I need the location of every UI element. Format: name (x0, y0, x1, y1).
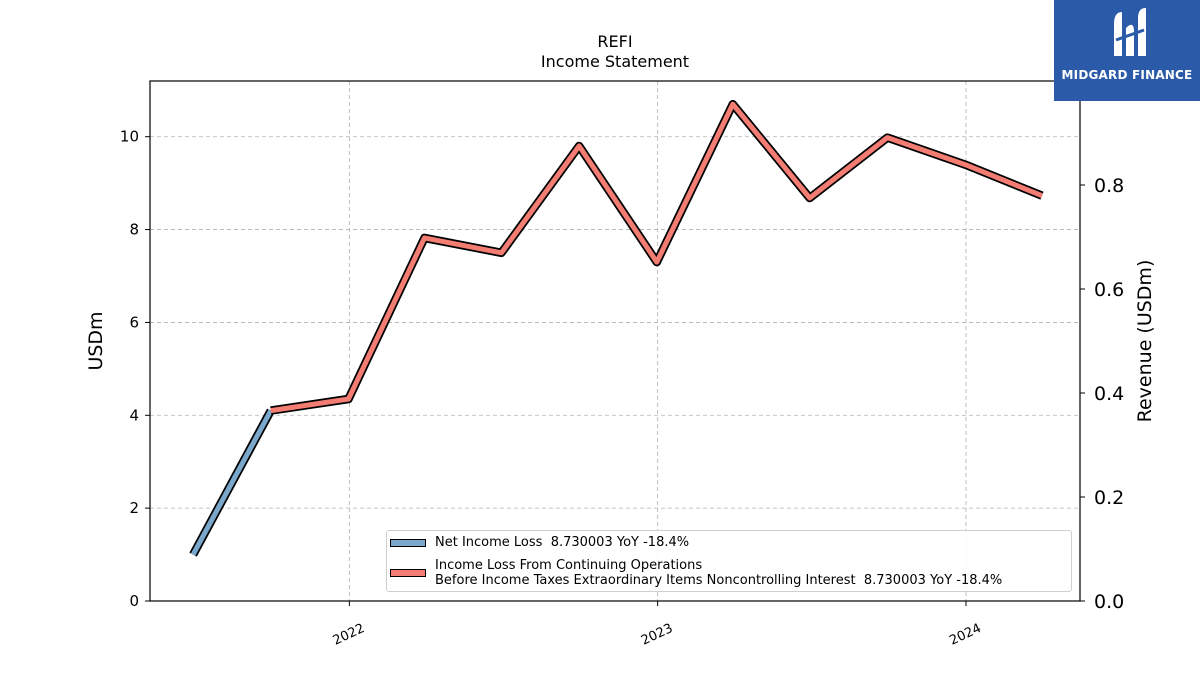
series-line (190, 409, 274, 556)
y-tick-label-left: 0 (129, 592, 139, 610)
y-tick-label-right: 0.8 (1094, 175, 1124, 197)
y-tick-label-left: 6 (129, 313, 139, 331)
legend-item-net-income: Net Income Loss 8.730003 YoY -18.4% (387, 535, 689, 550)
brand-mark-icon (1114, 8, 1146, 56)
y-tick-label-left: 10 (120, 128, 139, 146)
x-tick-label: 2023 (639, 621, 675, 649)
series-1 (270, 99, 1044, 415)
legend-item-income-loss: Income Loss From Continuing Operations B… (387, 558, 1002, 588)
brand-name: MIDGARD FINANCE (1061, 68, 1193, 82)
series-lines (189, 99, 1044, 557)
x-tick-label: 2024 (947, 621, 983, 649)
y-tick-label-left: 4 (129, 406, 139, 424)
x-tick-label: 2022 (331, 621, 367, 649)
y-axis-label-left: USDm (85, 311, 107, 370)
brand-logo: MIDGARD FINANCE (1054, 0, 1200, 101)
series-0 (189, 408, 275, 557)
y-tick-label-right: 0.0 (1094, 591, 1124, 613)
legend-label-income-loss: Income Loss From Continuing Operations B… (435, 558, 1003, 588)
plot-area-frame (149, 80, 1081, 602)
y-axis-label-right: Revenue (USDm) (1134, 260, 1156, 423)
chart-legend: Net Income Loss 8.730003 YoY -18.4% Inco… (386, 530, 1072, 592)
chart-subtitle: Income Statement (541, 52, 689, 71)
axes: 0 2 4 6 8 10 0.0 0.2 0.4 0.6 0.8 2022 2023 2024 (120, 128, 1124, 649)
legend-label-net-income: Net Income Loss 8.730003 YoY -18.4% (435, 535, 690, 550)
y-tick-label-left: 2 (129, 499, 139, 517)
legend-swatch-net-income (390, 538, 426, 547)
y-tick-label-right: 0.4 (1094, 383, 1124, 405)
chart-title: REFI (597, 32, 632, 51)
y-tick-label-left: 8 (129, 221, 139, 239)
legend-swatch-income-loss (390, 569, 426, 577)
y-tick-label-right: 0.6 (1094, 279, 1124, 301)
y-tick-label-right: 0.2 (1094, 487, 1124, 509)
series-line (270, 101, 1043, 414)
